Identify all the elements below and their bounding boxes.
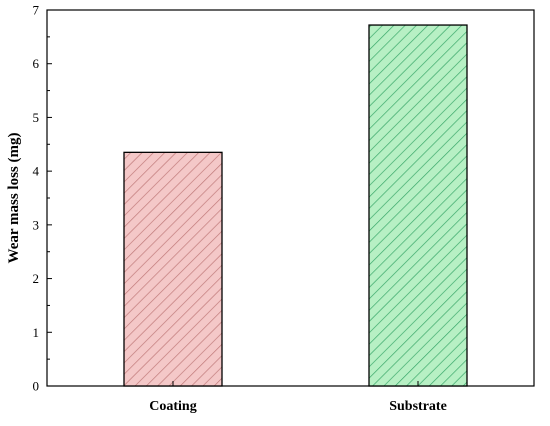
y-axis-label: Wear mass loss (mg) <box>6 133 22 264</box>
x-axis-ticks: Coating Substrate <box>149 381 447 414</box>
bar-coating <box>123 151 223 387</box>
y-tick-label: 5 <box>33 110 40 125</box>
y-tick-label: 0 <box>33 379 40 394</box>
y-tick-label: 4 <box>33 164 40 179</box>
y-tick-label: 6 <box>33 56 40 71</box>
bars <box>123 24 468 387</box>
bar-substrate <box>368 24 468 387</box>
y-tick-label: 1 <box>33 325 40 340</box>
y-tick-label: 3 <box>33 217 40 232</box>
y-tick-label: 7 <box>33 3 40 18</box>
x-category-label: Coating <box>149 399 196 414</box>
y-tick-label: 2 <box>33 271 40 286</box>
x-category-label: Substrate <box>389 399 447 414</box>
y-axis-ticks: 0 1 2 3 4 5 6 7 <box>33 3 52 394</box>
